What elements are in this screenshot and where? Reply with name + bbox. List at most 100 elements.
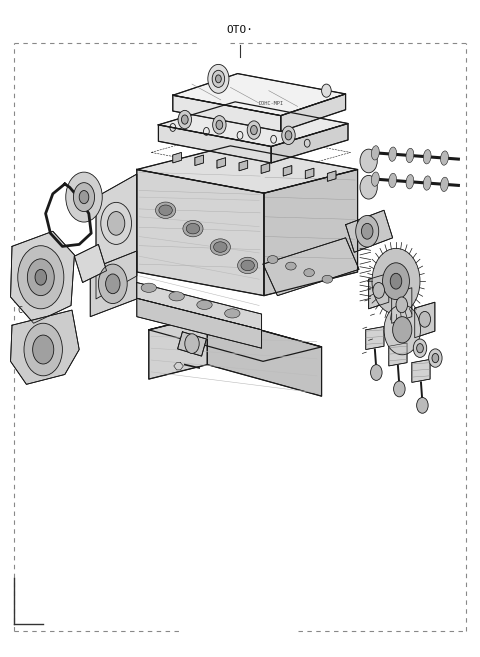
Polygon shape [281,94,346,131]
Polygon shape [369,273,389,309]
Polygon shape [239,160,248,171]
Polygon shape [137,298,262,348]
Circle shape [361,223,373,239]
Ellipse shape [141,283,156,292]
Ellipse shape [186,223,200,234]
Ellipse shape [372,146,379,160]
Ellipse shape [423,176,431,190]
Circle shape [185,334,199,353]
Circle shape [419,311,431,327]
Ellipse shape [267,256,278,263]
Polygon shape [173,95,281,131]
Circle shape [282,126,295,145]
Polygon shape [264,170,358,296]
Ellipse shape [183,220,203,237]
Polygon shape [137,170,264,296]
Circle shape [181,115,188,124]
Polygon shape [305,168,314,179]
Circle shape [413,339,427,357]
Ellipse shape [241,260,254,271]
Polygon shape [173,74,346,116]
Ellipse shape [389,147,396,162]
Circle shape [390,273,402,289]
Circle shape [35,269,47,285]
Circle shape [247,121,261,139]
Polygon shape [149,315,207,379]
Circle shape [66,172,102,222]
Polygon shape [366,327,384,350]
Ellipse shape [304,269,314,277]
Circle shape [417,344,423,353]
Ellipse shape [214,242,227,252]
Circle shape [322,84,331,97]
Circle shape [285,131,292,140]
Circle shape [216,75,221,83]
Circle shape [108,212,125,235]
Ellipse shape [169,292,184,301]
Polygon shape [178,332,206,356]
Circle shape [216,120,223,129]
Ellipse shape [322,275,333,283]
Circle shape [394,381,405,397]
Ellipse shape [210,239,230,256]
Circle shape [73,183,95,212]
Circle shape [360,149,377,173]
Circle shape [24,323,62,376]
Ellipse shape [406,148,414,163]
Ellipse shape [441,177,448,191]
Text: DOHC·MPI: DOHC·MPI [259,101,284,106]
Circle shape [373,283,384,298]
Ellipse shape [389,173,396,188]
Polygon shape [74,244,107,283]
Ellipse shape [286,262,296,270]
Polygon shape [90,251,137,317]
Polygon shape [11,310,79,384]
Polygon shape [137,283,262,330]
Circle shape [18,246,64,309]
Circle shape [208,64,229,93]
Circle shape [98,264,127,304]
Circle shape [371,365,382,380]
Circle shape [393,317,412,343]
Polygon shape [158,125,271,163]
Polygon shape [389,343,407,366]
Polygon shape [173,152,181,163]
Circle shape [178,110,192,129]
Polygon shape [195,155,204,166]
Polygon shape [149,315,322,361]
Text: C: C [18,306,23,315]
Polygon shape [261,163,270,173]
Ellipse shape [225,309,240,318]
Circle shape [33,335,54,364]
Circle shape [79,191,89,204]
Polygon shape [217,158,226,168]
Polygon shape [415,302,435,338]
Circle shape [356,215,379,247]
Circle shape [429,349,442,367]
Polygon shape [96,174,137,299]
Circle shape [372,248,420,314]
Polygon shape [346,210,393,252]
Polygon shape [327,171,336,181]
Ellipse shape [159,205,172,215]
Polygon shape [412,359,430,382]
Polygon shape [392,288,412,323]
Circle shape [213,116,226,134]
Ellipse shape [372,172,379,187]
Circle shape [417,397,428,413]
Circle shape [384,305,420,355]
Circle shape [360,175,377,199]
Ellipse shape [238,257,258,273]
Polygon shape [283,166,292,176]
Circle shape [396,297,408,313]
Polygon shape [263,238,359,296]
Ellipse shape [441,151,448,165]
Circle shape [27,259,54,296]
Circle shape [383,263,409,300]
Polygon shape [207,315,322,396]
Text: OTO·: OTO· [227,24,253,35]
Circle shape [251,125,257,135]
Polygon shape [11,231,74,323]
Polygon shape [271,124,348,163]
Polygon shape [137,146,358,193]
